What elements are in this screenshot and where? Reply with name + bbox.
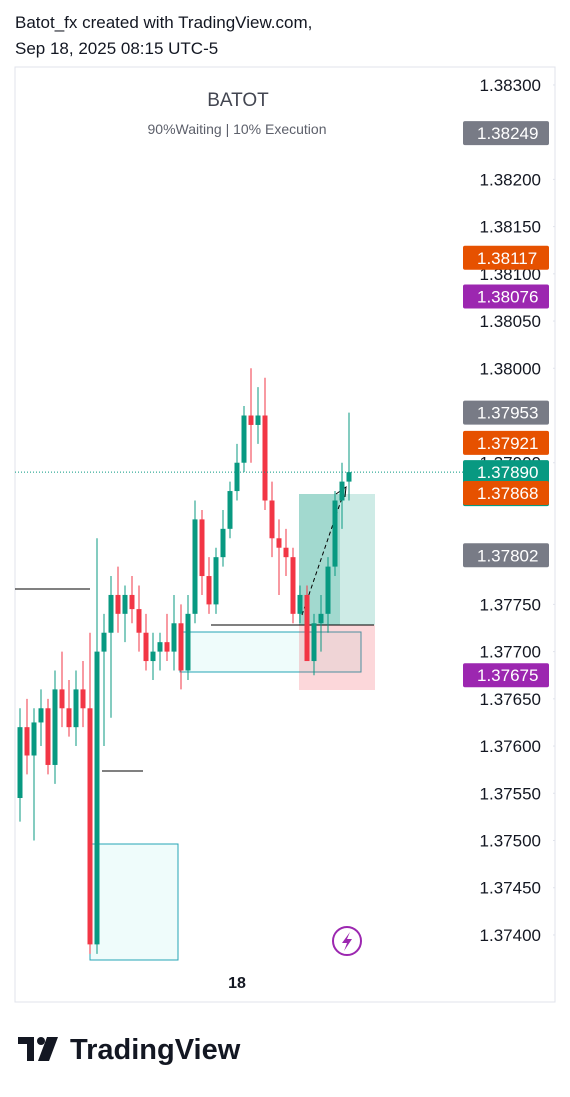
y-tick-label: 1.37750 — [480, 595, 541, 614]
logo-text: TradingView — [70, 1034, 241, 1066]
price-label: 1.37868 — [477, 484, 538, 503]
arrow-head — [335, 485, 347, 498]
candle-body — [178, 623, 184, 671]
stop-zone — [299, 625, 375, 690]
candle-body — [318, 613, 324, 624]
y-tick-label: 1.37700 — [480, 643, 541, 662]
candles — [17, 368, 352, 954]
candle-body — [241, 415, 247, 463]
candle-body — [227, 491, 233, 529]
candle-body — [150, 651, 156, 662]
header-date: Sep 18, 2025 08:15 UTC-5 — [15, 39, 218, 58]
candle-body — [122, 594, 128, 614]
chart-subtitle: 90%Waiting | 10% Execution — [148, 121, 327, 137]
price-label: 1.37802 — [477, 546, 538, 565]
path-line — [301, 488, 346, 616]
candle-body — [101, 632, 107, 652]
price-label: 1.38249 — [477, 124, 538, 143]
candle-body — [31, 722, 37, 756]
price-label-box — [463, 543, 549, 568]
price-label: 1.38117 — [477, 249, 537, 268]
price-axis: 1.383001.382001.381501.381001.380501.380… — [15, 76, 555, 992]
candle-body — [108, 594, 114, 633]
candle-body — [346, 472, 352, 482]
candle-body — [143, 632, 149, 662]
y-tick-label: 1.37600 — [480, 737, 541, 756]
zone-box — [179, 631, 362, 673]
candle-body — [213, 557, 219, 605]
candle-body — [248, 415, 254, 425]
candle-body — [311, 623, 317, 662]
drawings — [15, 485, 375, 961]
price-label-box — [463, 663, 549, 688]
candle-body — [339, 481, 345, 501]
candle-body — [283, 547, 289, 558]
price-label: 1.37921 — [477, 434, 538, 453]
candle-body — [297, 594, 303, 614]
price-label: 1.37675 — [477, 666, 538, 685]
price-label-box — [463, 430, 549, 455]
candle-body — [199, 519, 205, 577]
candle-body — [157, 642, 163, 652]
candle-body — [185, 613, 191, 671]
price-label: 1.37890 — [477, 463, 538, 482]
candle-body — [24, 727, 30, 756]
zone-box — [89, 843, 179, 961]
price-label-box — [463, 400, 549, 425]
price-label-box — [463, 245, 549, 270]
y-tick-label: 1.37550 — [480, 784, 541, 803]
price-label: 1.38076 — [477, 288, 538, 307]
y-tick-label: 1.37650 — [480, 690, 541, 709]
y-tick-label: 1.37450 — [480, 879, 541, 898]
price-label-box — [463, 121, 549, 146]
candle-body — [66, 708, 72, 728]
candle-body — [220, 528, 226, 558]
candle-body — [38, 708, 44, 723]
candle-body — [45, 708, 51, 765]
y-tick-label: 1.37400 — [480, 926, 541, 945]
candle-body — [136, 609, 142, 633]
candle-body — [80, 689, 86, 709]
candle-body — [164, 642, 170, 652]
y-tick-label: 1.38200 — [480, 170, 541, 189]
candle-body — [234, 462, 240, 492]
logo-mark — [18, 1037, 34, 1061]
candle-body — [17, 727, 23, 798]
price-label-box — [463, 480, 549, 505]
candle-body — [255, 415, 261, 425]
y-tick-label: 1.38000 — [480, 359, 541, 378]
alert-bolt — [342, 932, 352, 951]
candle-body — [269, 500, 275, 539]
candle-body — [290, 557, 296, 614]
candle-body — [73, 689, 79, 728]
logo-mark — [38, 1037, 58, 1061]
y-tick-label: 1.38150 — [480, 218, 541, 237]
logo-mark — [37, 1037, 45, 1045]
candle-body — [192, 519, 198, 614]
x-tick-label: 18 — [228, 975, 246, 992]
candle-body — [304, 594, 310, 662]
header-text: Batot_fx created with TradingView.com, — [15, 13, 312, 32]
candle-body — [59, 689, 65, 709]
candle-body — [206, 576, 212, 605]
candle-body — [52, 689, 58, 765]
candle-body — [276, 538, 282, 548]
y-tick-label: 1.38300 — [480, 76, 541, 95]
y-tick-label: 1.37500 — [480, 832, 541, 851]
candle-body — [171, 623, 177, 652]
candle-body — [129, 594, 135, 610]
price-label: 1.37953 — [477, 404, 538, 423]
chart-title: BATOT — [207, 90, 269, 111]
candle-body — [262, 415, 268, 501]
candle-body — [332, 500, 338, 567]
candle-body — [87, 708, 93, 945]
candle-body — [115, 594, 121, 614]
price-label-box — [463, 284, 549, 309]
candle-body — [94, 651, 100, 945]
candle-body — [325, 566, 331, 614]
y-tick-label: 1.38050 — [480, 312, 541, 331]
logo: TradingView — [18, 1034, 241, 1066]
